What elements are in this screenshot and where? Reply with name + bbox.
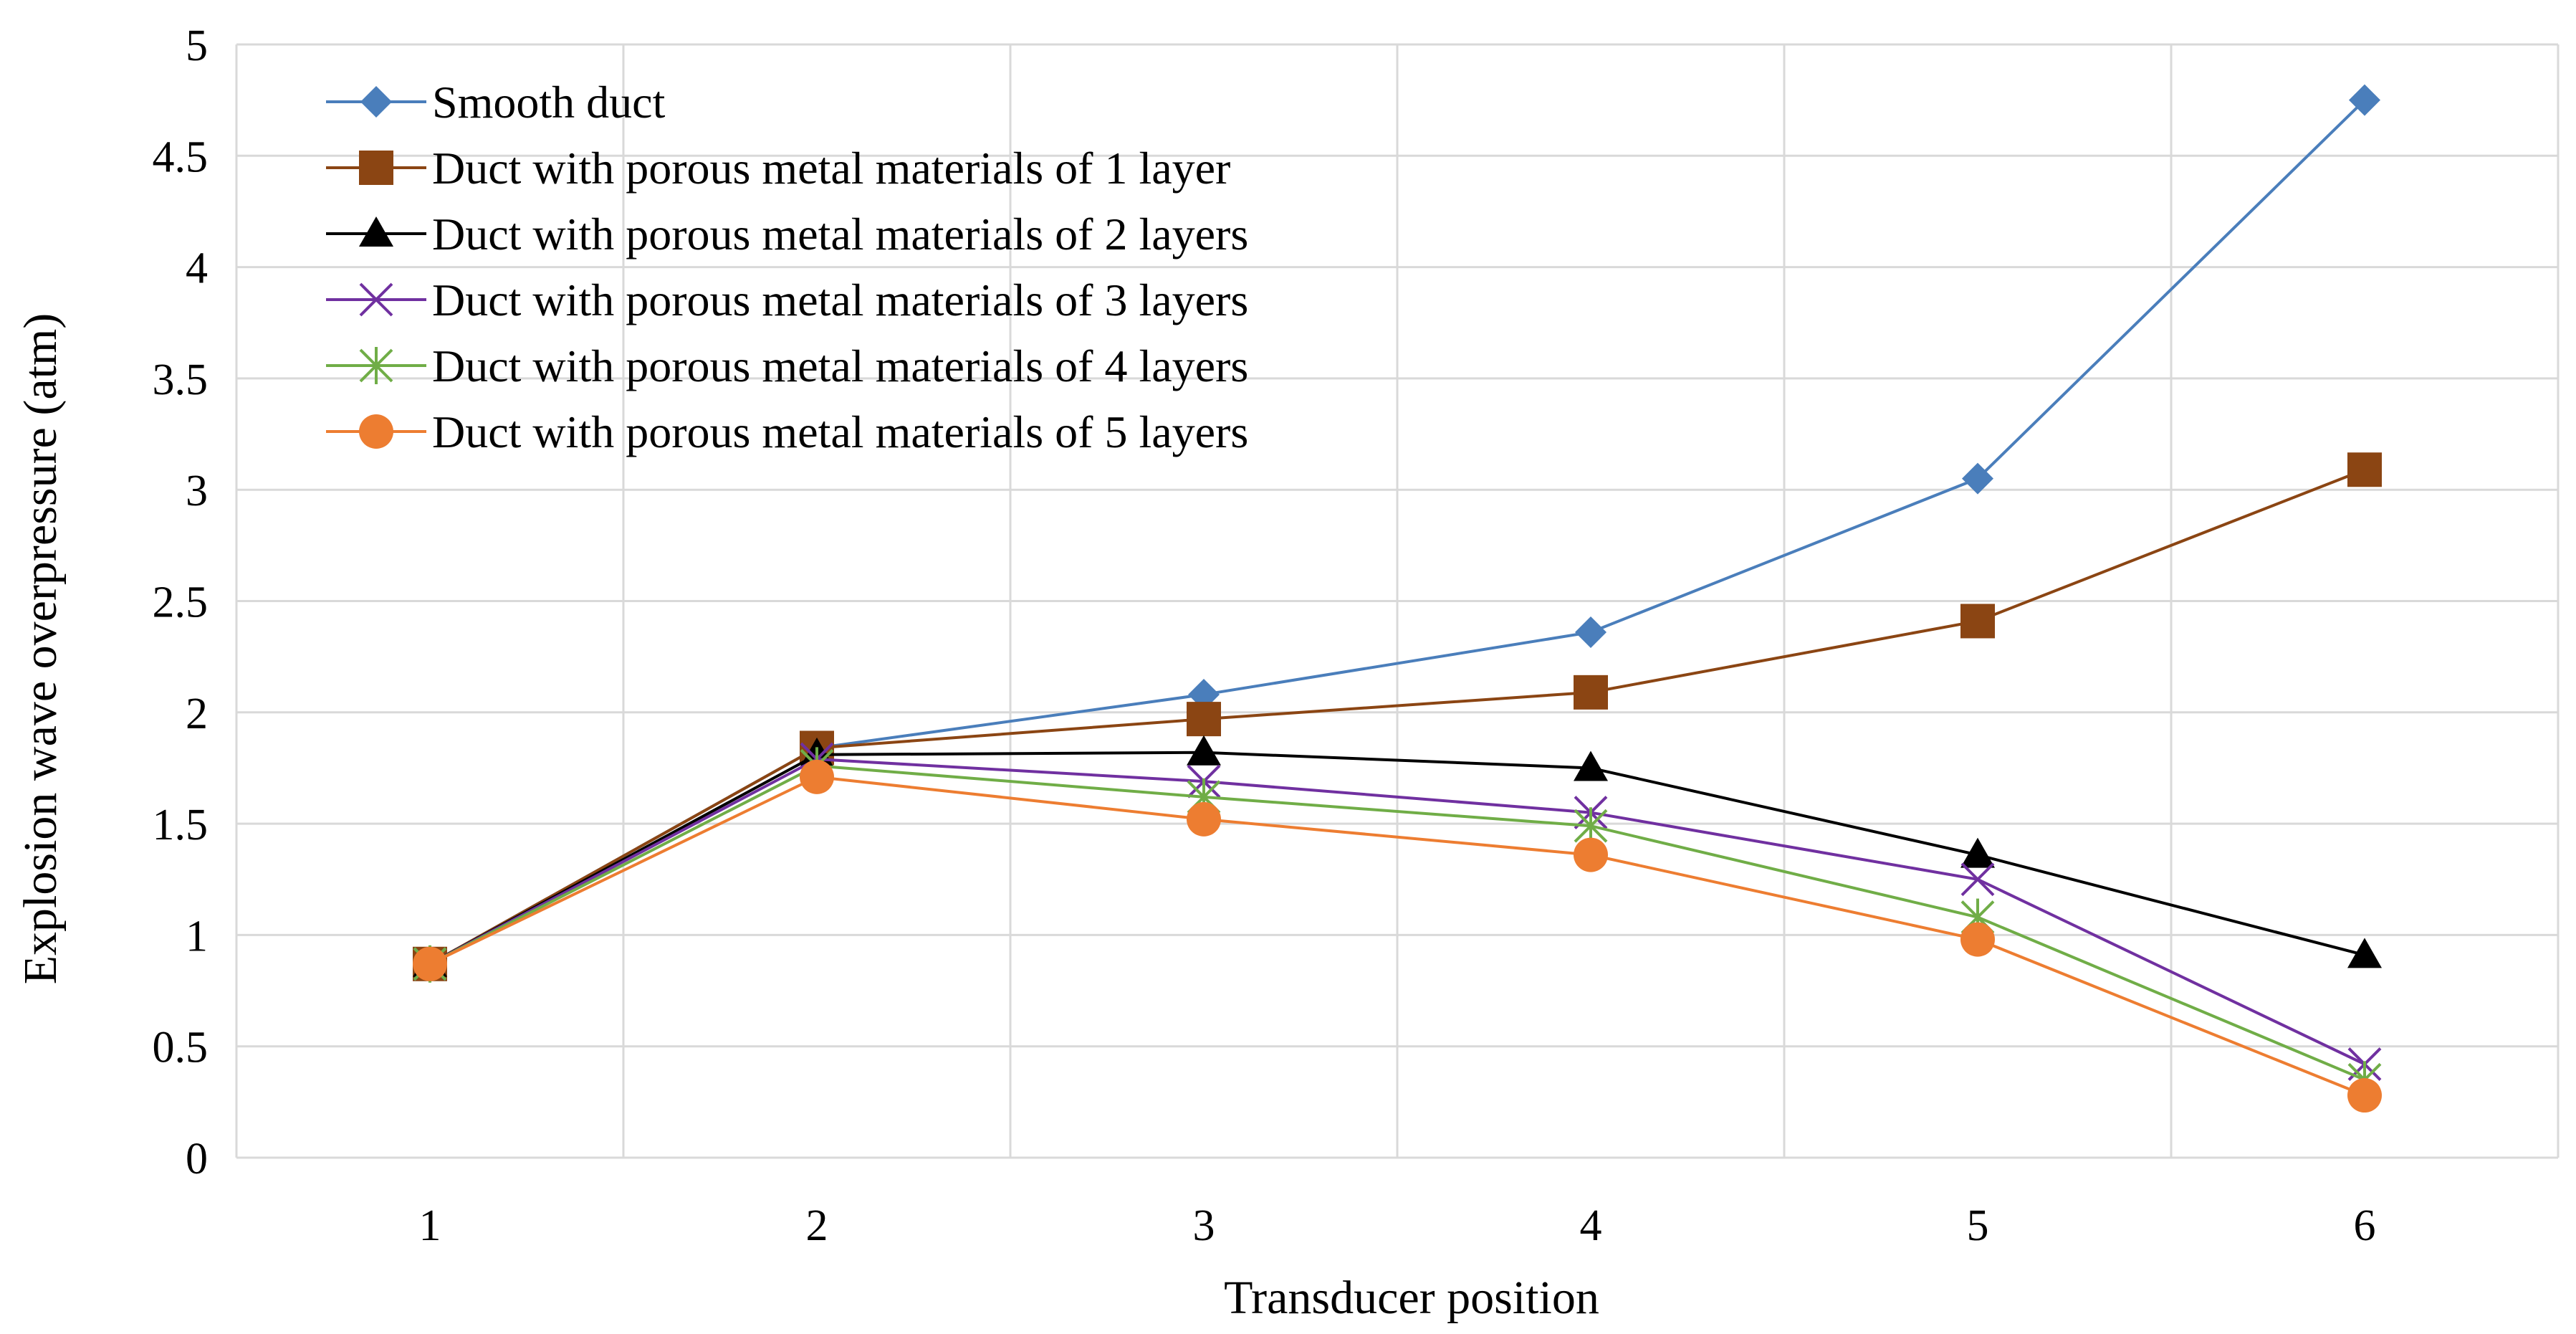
legend-item: Smooth duct xyxy=(326,77,666,128)
gridlines xyxy=(235,43,2560,1159)
legend-label: Duct with porous metal materials of 1 la… xyxy=(432,143,1230,194)
legend-label: Duct with porous metal materials of 3 la… xyxy=(432,275,1248,325)
series-line xyxy=(429,775,2365,1097)
y-axis-title: Explosion wave overpressure (atm) xyxy=(14,313,67,985)
legend-item: Duct with porous metal materials of 3 la… xyxy=(326,275,1248,325)
y-tick-label: 2 xyxy=(186,690,208,738)
legend-label: Duct with porous metal materials of 2 la… xyxy=(432,209,1248,259)
data-point xyxy=(2349,84,2380,116)
series-layer xyxy=(413,84,2382,1113)
series-line xyxy=(429,757,2365,1066)
data-point xyxy=(2347,452,2382,487)
data-point xyxy=(1575,616,1607,648)
legend-label: Duct with porous metal materials of 4 la… xyxy=(432,340,1248,391)
legend-item: Duct with porous metal materials of 1 la… xyxy=(326,143,1230,194)
x-axis-title: Transducer position xyxy=(1224,1272,1599,1324)
data-point xyxy=(1960,837,1995,868)
series-line xyxy=(429,468,2365,966)
series-6 xyxy=(413,759,2382,1113)
legend-marker xyxy=(359,347,393,384)
legend-marker xyxy=(360,86,392,118)
data-point xyxy=(1962,462,1993,495)
data-point xyxy=(2347,938,2382,968)
x-tick-label: 1 xyxy=(419,1201,441,1250)
legend-item: Duct with porous metal materials of 4 la… xyxy=(326,340,1248,391)
y-tick-label: 5 xyxy=(186,22,208,70)
axes: 0 0.5 1 1.5 2 2.5 3 3.5 4 4.5 5 1 2 3 4 5 6 xyxy=(153,22,2376,1250)
y-tick-label: 1 xyxy=(186,912,208,961)
data-point xyxy=(413,946,447,981)
marker-stroke xyxy=(359,282,393,317)
legend-marker xyxy=(359,282,393,317)
data-point xyxy=(2347,1078,2382,1113)
series-line xyxy=(429,764,2365,1082)
x-tick-label: 5 xyxy=(1967,1201,1989,1250)
legend-marker xyxy=(359,216,393,247)
legend-label: Smooth duct xyxy=(432,77,666,128)
data-point xyxy=(1960,604,1995,639)
marker-stroke xyxy=(1960,862,1995,897)
x-tick-label: 3 xyxy=(1193,1201,1215,1250)
data-point xyxy=(1960,862,1995,897)
data-point xyxy=(1187,801,1221,837)
y-tick-label: 0 xyxy=(186,1135,208,1183)
x-tick-label: 6 xyxy=(2354,1201,2376,1250)
legend-label: Duct with porous metal materials of 5 la… xyxy=(432,406,1248,457)
legend-marker xyxy=(359,414,393,449)
y-tick-label: 0.5 xyxy=(153,1024,209,1072)
data-point xyxy=(1187,702,1221,737)
y-tick-label: 4 xyxy=(186,244,208,293)
series-line xyxy=(429,751,2365,966)
y-tick-label: 4.5 xyxy=(153,133,209,181)
data-point xyxy=(1960,922,1995,957)
y-tick-label: 2.5 xyxy=(153,578,209,627)
data-point xyxy=(1574,751,1608,781)
data-point xyxy=(1187,735,1221,766)
y-tick-label: 3 xyxy=(186,467,208,515)
y-tick-label: 1.5 xyxy=(153,801,209,849)
data-point xyxy=(800,759,834,794)
x-tick-label: 4 xyxy=(1580,1201,1602,1250)
legend-item: Duct with porous metal materials of 2 la… xyxy=(326,209,1248,259)
x-tick-label: 2 xyxy=(806,1201,828,1250)
y-tick-label: 3.5 xyxy=(153,356,209,404)
data-point xyxy=(1574,675,1608,710)
legend: Smooth duct Duct with porous metal materi… xyxy=(326,77,1248,457)
legend-marker xyxy=(359,151,393,185)
data-point xyxy=(1574,837,1608,872)
legend-item: Duct with porous metal materials of 5 la… xyxy=(326,406,1248,457)
